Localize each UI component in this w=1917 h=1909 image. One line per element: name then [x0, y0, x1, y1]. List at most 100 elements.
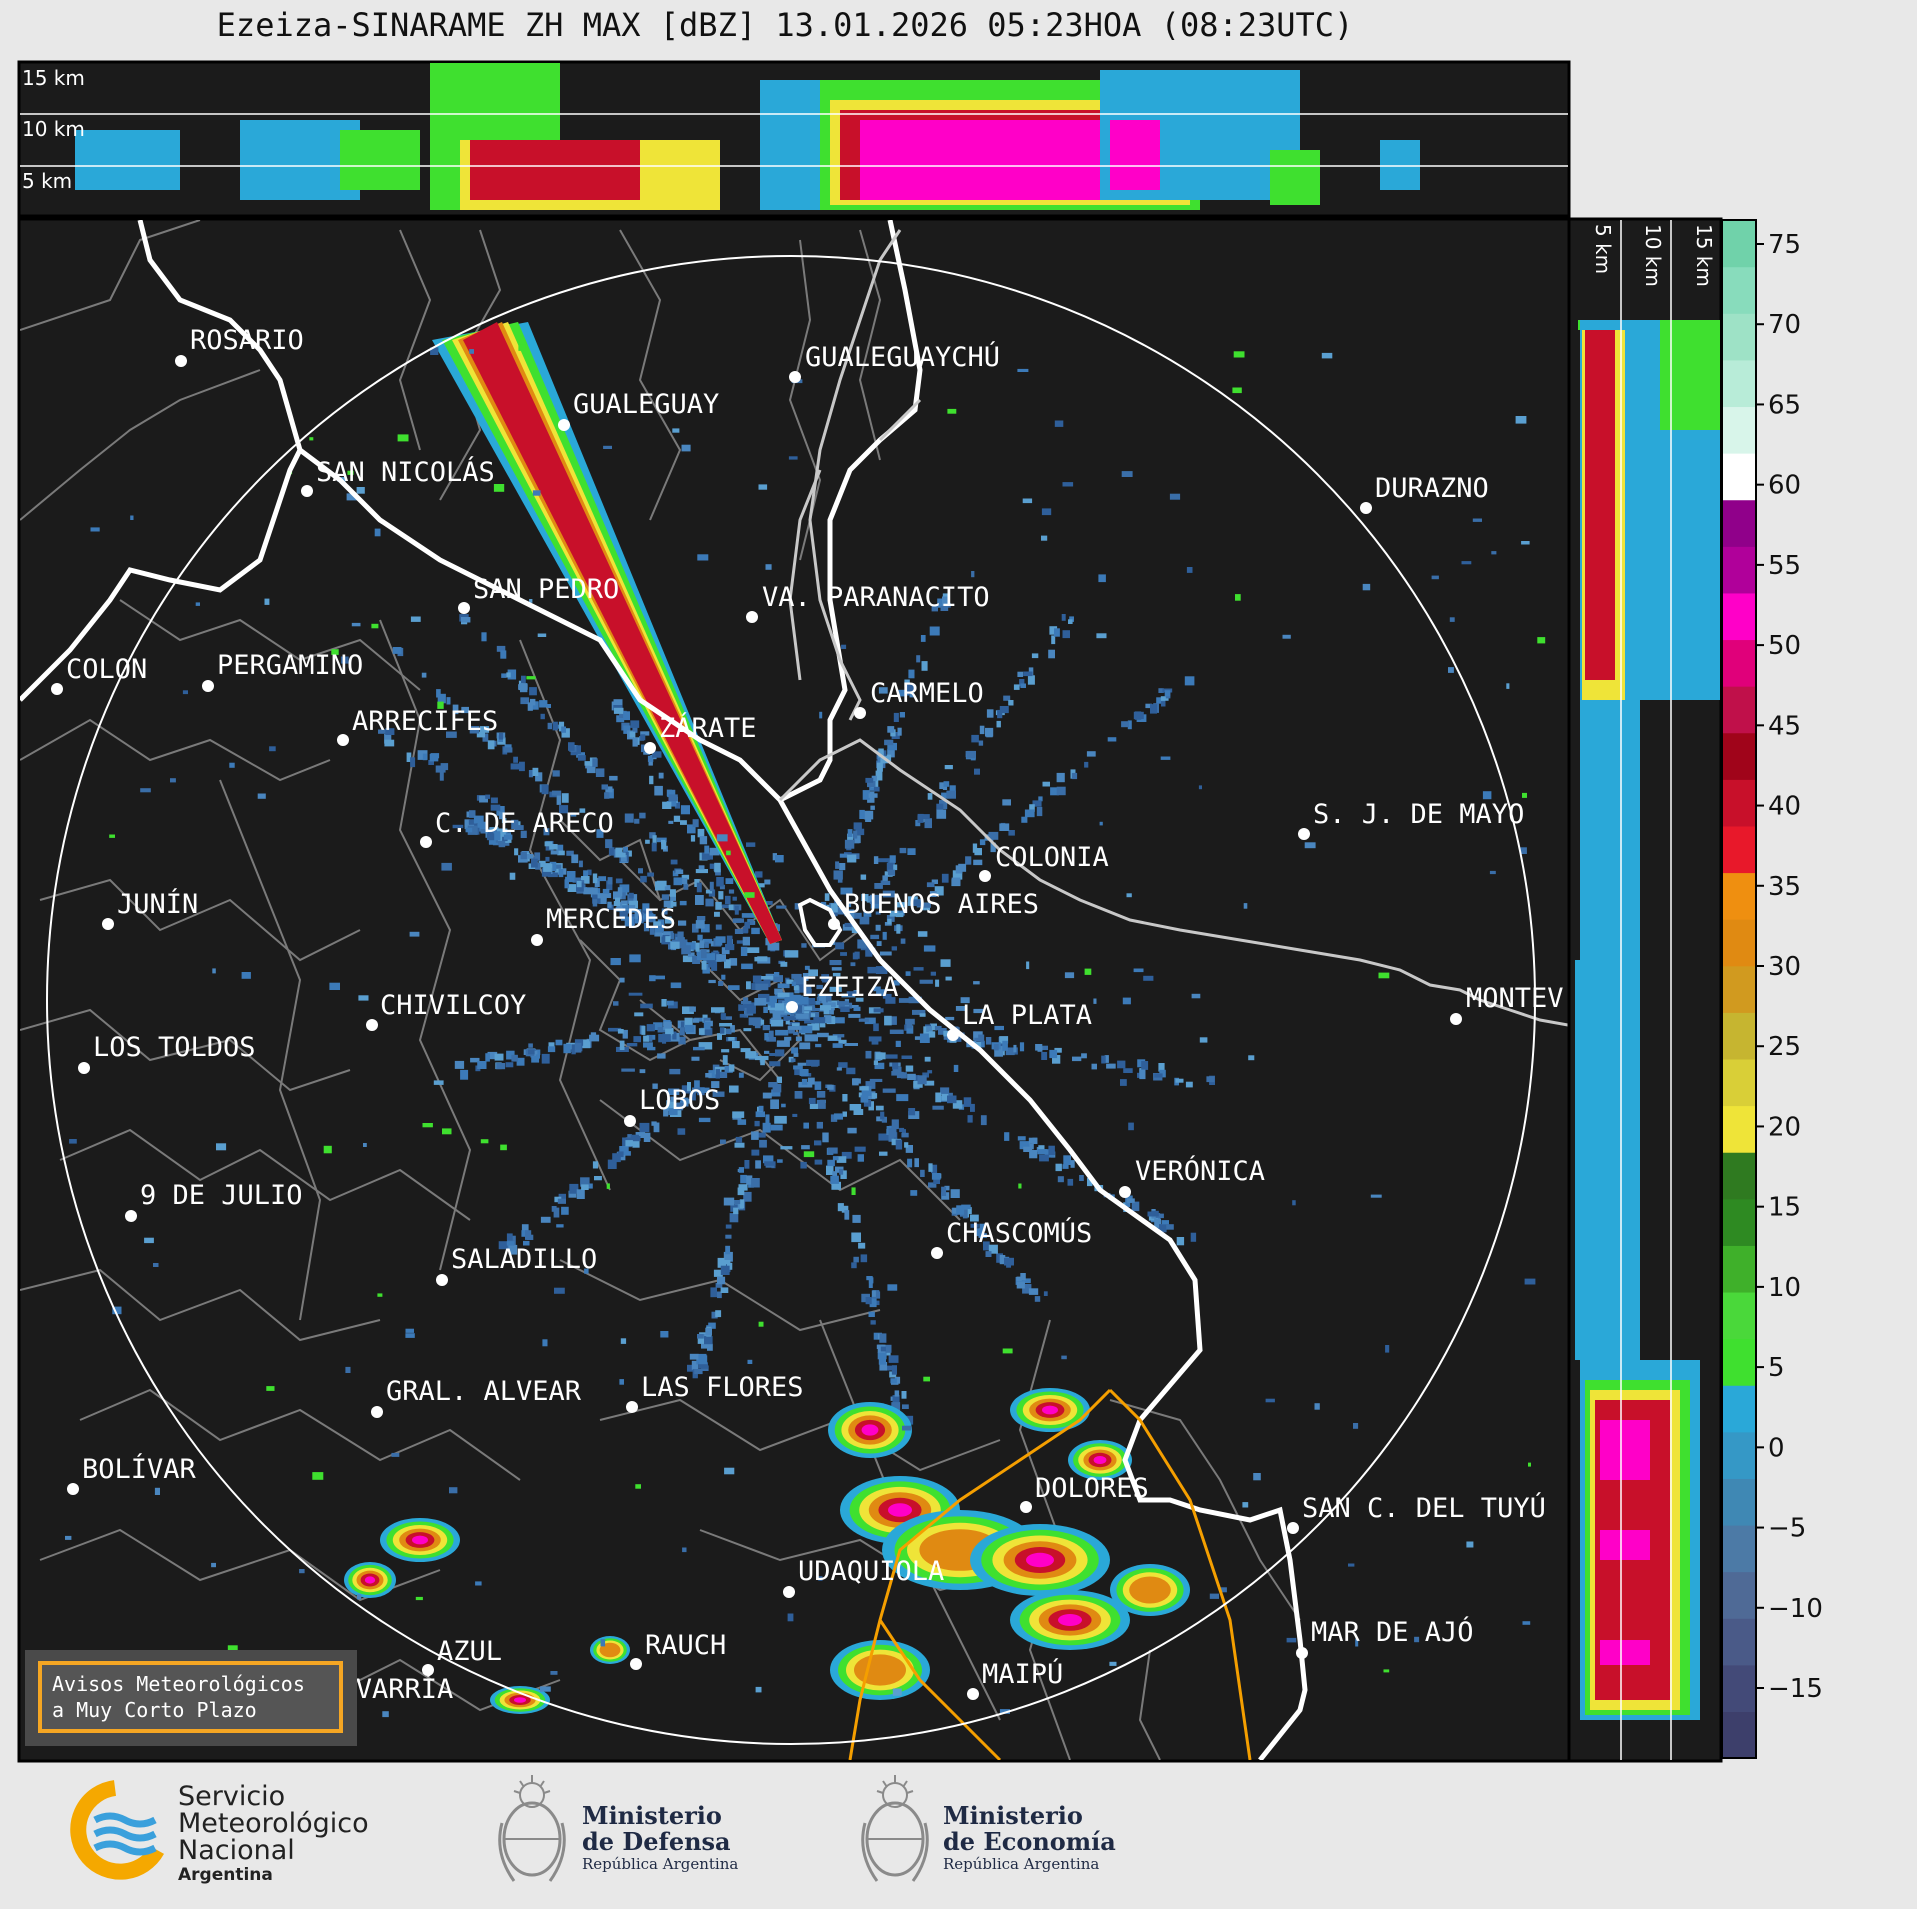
echo-cell	[853, 1006, 861, 1011]
department-border	[579, 939, 691, 1062]
echo-cell	[557, 850, 565, 856]
echo-cell	[1282, 634, 1291, 639]
echo-cell	[885, 997, 896, 1004]
echo-cell	[665, 1028, 674, 1035]
side-label-10km: 10 km	[1641, 224, 1665, 287]
department-border	[219, 779, 322, 1321]
echo-cell	[677, 931, 684, 941]
echo-cell	[566, 1042, 576, 1050]
echo-cell	[873, 1008, 884, 1013]
echo-cell	[894, 1390, 900, 1397]
echo-cell	[1123, 1068, 1133, 1073]
echo-cell	[1448, 667, 1454, 673]
city-label-lobos: LOBOS	[639, 1085, 720, 1116]
echo-cell	[770, 1124, 783, 1131]
echo-cell	[816, 1091, 826, 1098]
echo-cell	[540, 713, 545, 720]
echo-cell	[634, 1012, 644, 1017]
echo-cell	[793, 1065, 803, 1070]
echo-cell	[797, 1062, 812, 1066]
echo-cell	[532, 490, 541, 496]
echo-cell	[1003, 695, 1011, 701]
echo-cell	[1002, 799, 1011, 806]
echo-cell	[675, 869, 684, 874]
echo-cell	[672, 428, 680, 433]
echo-cell	[639, 1122, 650, 1133]
city-dot-va-paranacito	[746, 611, 758, 623]
echo-cell	[718, 1071, 727, 1078]
echo-cell	[711, 951, 720, 961]
echo-cell	[871, 1290, 876, 1297]
echo-cell	[801, 1078, 808, 1085]
echo-cell	[837, 874, 843, 883]
echo-cell	[726, 935, 733, 945]
echo-cell	[711, 1081, 720, 1088]
echo-cell	[347, 470, 354, 475]
echo-cell	[833, 1113, 843, 1120]
echo-cell	[889, 1029, 904, 1034]
echo-cell	[732, 1111, 745, 1118]
echo-cell	[813, 1017, 826, 1024]
echo-cell	[951, 877, 961, 886]
echo-cell	[687, 952, 695, 958]
storm-cell	[1058, 1614, 1082, 1626]
echo-cell	[751, 1178, 760, 1188]
echo-cell	[744, 1160, 750, 1169]
echo-cell	[212, 968, 216, 974]
echo-cell	[606, 1183, 610, 1189]
colorbar-swatch	[1722, 825, 1756, 874]
echo-cell	[758, 484, 768, 490]
echo-cell	[657, 1027, 667, 1033]
echo-cell	[525, 854, 534, 859]
echo-cell	[887, 742, 897, 751]
echo-cell	[942, 596, 948, 606]
echo-cell	[529, 687, 537, 696]
echo-cell	[837, 1001, 850, 1006]
side-panel-echoes	[1575, 320, 1720, 1720]
side-echo-band	[1600, 1640, 1650, 1665]
echo-cell	[1151, 1210, 1159, 1217]
echo-cell	[799, 1069, 809, 1076]
echo-cell	[1048, 649, 1055, 659]
echo-cell	[850, 1005, 859, 1008]
echo-cell	[1141, 1061, 1149, 1070]
echo-cell	[705, 1327, 712, 1336]
echo-cell	[694, 1369, 703, 1375]
echo-cell	[1041, 1052, 1048, 1060]
echo-cell	[607, 788, 614, 799]
echo-cell	[531, 858, 538, 868]
echo-cell	[696, 882, 702, 893]
echo-cell	[907, 1158, 913, 1168]
echo-cell	[772, 1009, 779, 1015]
echo-cell	[583, 887, 594, 895]
echo-cell	[757, 956, 768, 961]
echo-cell	[923, 945, 936, 952]
echo-cell	[867, 966, 880, 974]
colorbar-swatch	[1722, 499, 1756, 547]
echo-cell	[937, 598, 945, 608]
echo-cell	[708, 979, 716, 984]
top-echo-band	[860, 120, 1120, 200]
echo-cell	[721, 947, 730, 955]
storm-cell	[514, 1697, 526, 1703]
city-boundary	[797, 897, 843, 947]
echo-cell	[520, 851, 527, 860]
echo-cell	[888, 1135, 894, 1142]
warnings-button[interactable]: Avisos Meteorológicos a Muy Corto Plazo	[38, 1661, 343, 1733]
echo-cell	[819, 1005, 831, 1010]
echo-cell	[958, 863, 967, 872]
echo-cell	[921, 661, 928, 671]
echo-cell	[814, 1159, 823, 1165]
echo-cell	[803, 1009, 810, 1014]
echo-cell	[475, 1581, 482, 1586]
echo-cell	[1154, 1213, 1164, 1219]
city-dot-gral-alvear	[371, 1406, 383, 1418]
echo-cell	[840, 1006, 850, 1012]
echo-cell	[990, 842, 996, 853]
echo-cell	[680, 820, 687, 825]
city-dot-durazno	[1360, 502, 1372, 514]
echo-cell	[574, 1039, 584, 1046]
city-dot-montev	[1450, 1013, 1462, 1025]
echo-cell	[816, 1121, 823, 1129]
warning-polygon-edge	[878, 1619, 1002, 1760]
